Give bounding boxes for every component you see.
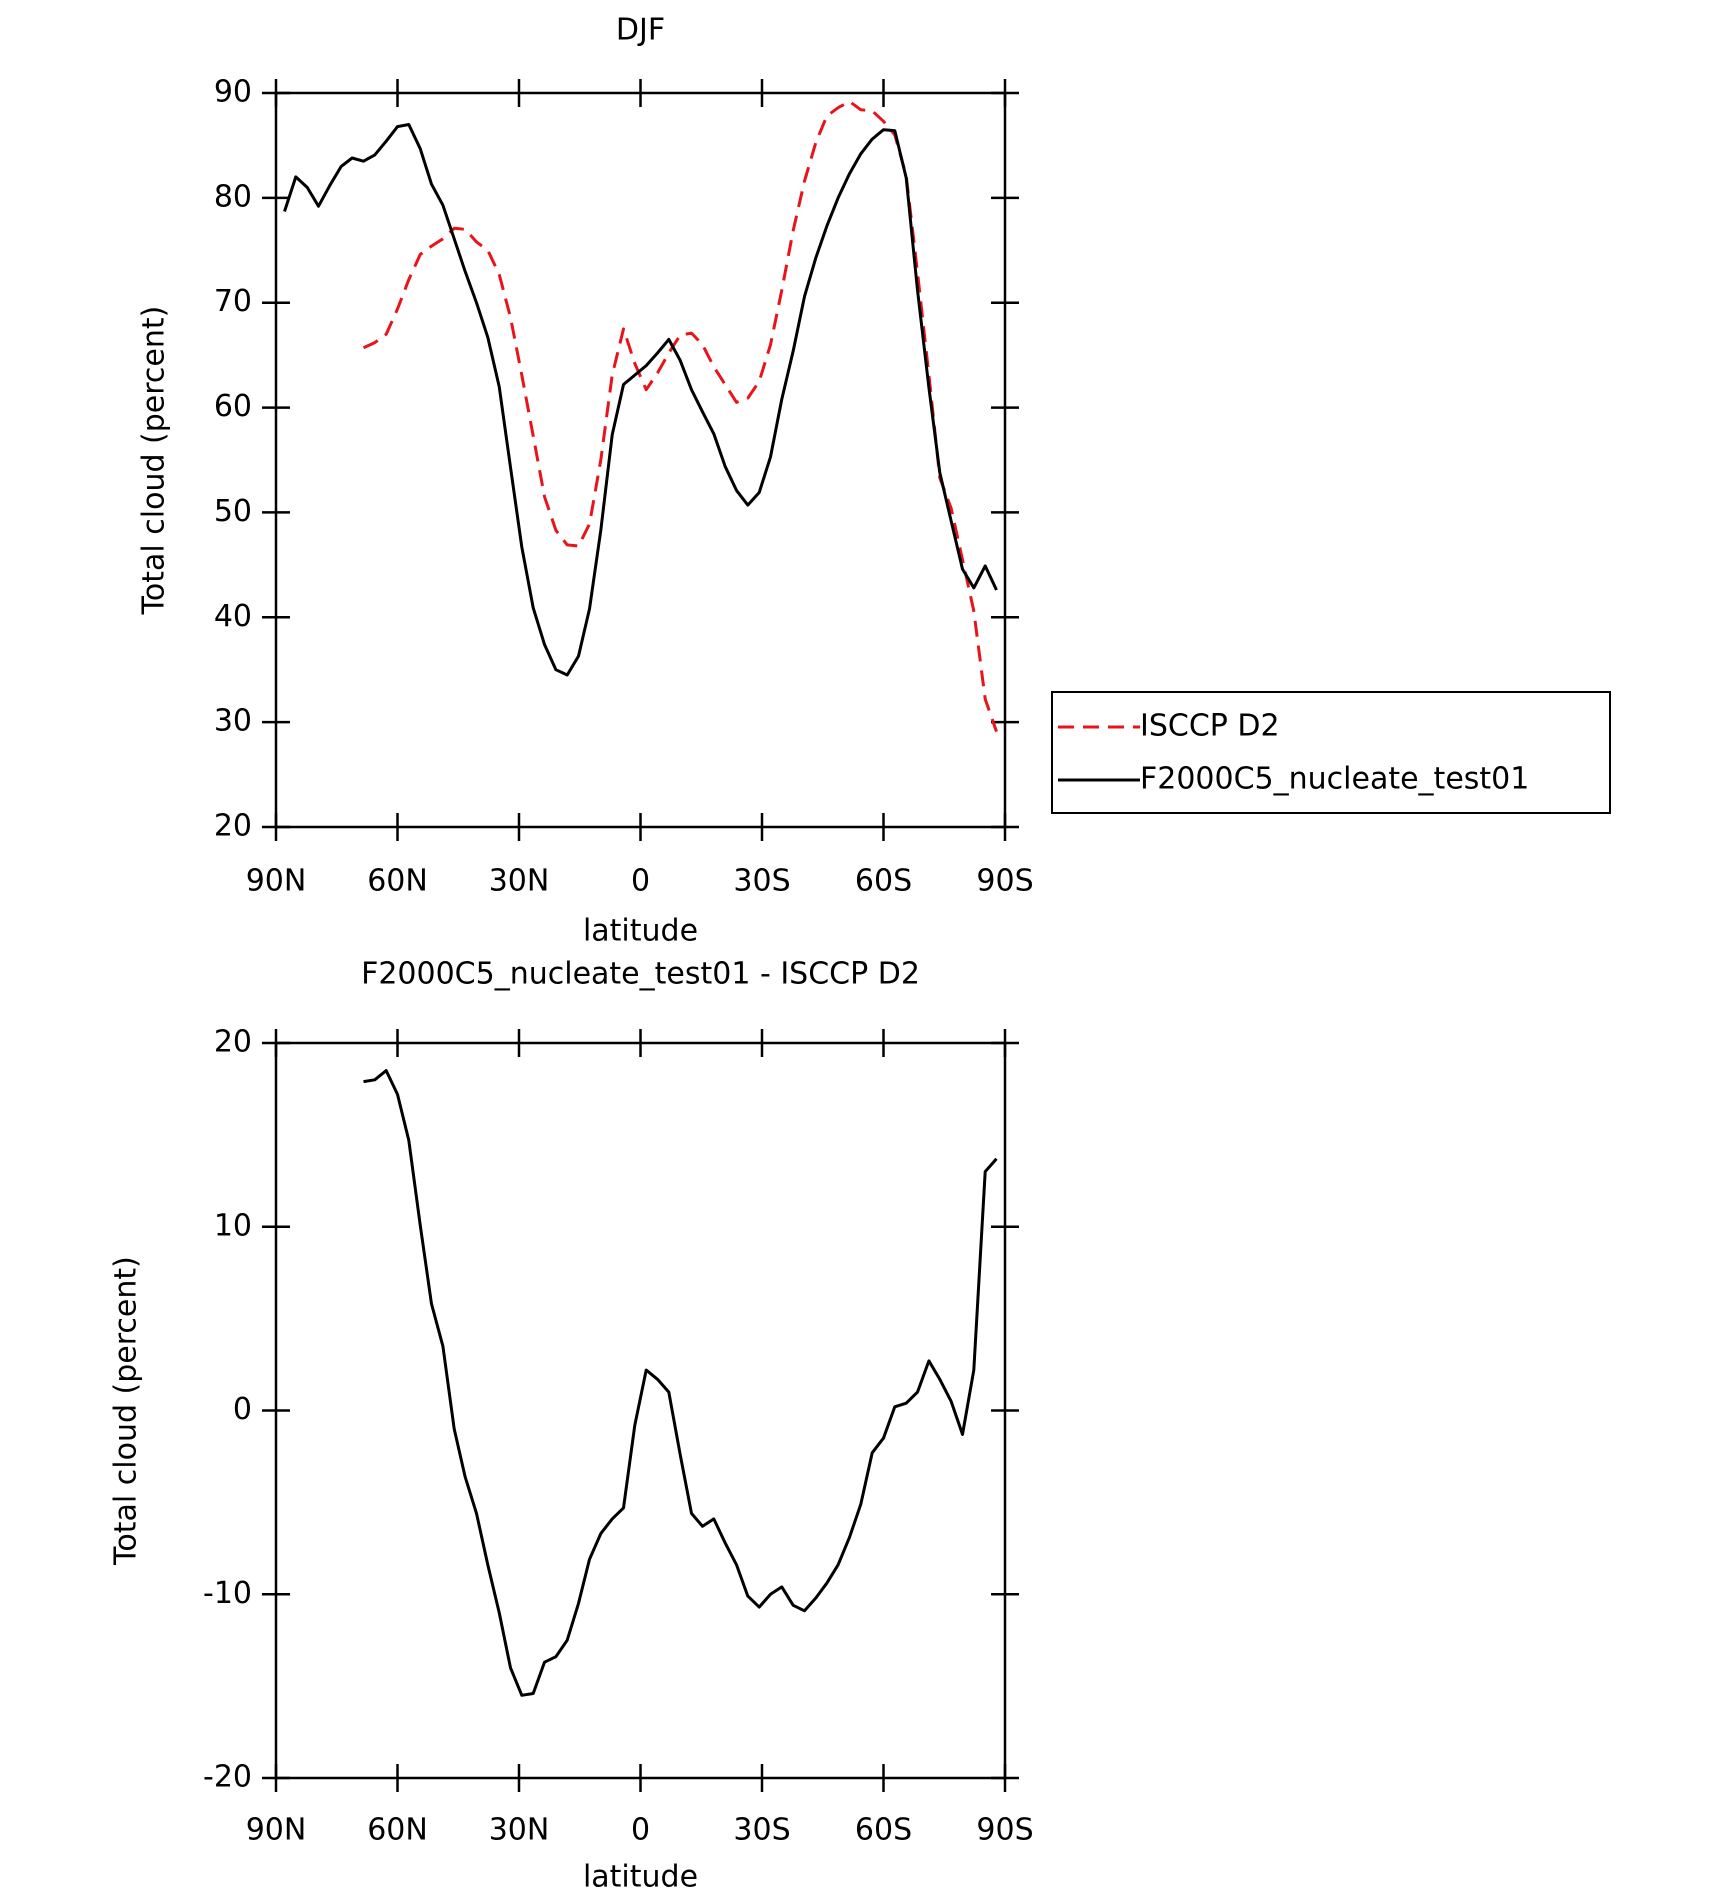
x-tick-label: 30N xyxy=(489,864,550,899)
y-tick-label: 90 xyxy=(214,75,252,110)
x-tick-label: 30S xyxy=(733,1813,790,1848)
chart-title: F2000C5_nucleate_test01 - ISCCP D2 xyxy=(361,957,920,992)
x-tick-label: 60N xyxy=(367,1813,428,1848)
x-tick-label: 30N xyxy=(489,1813,550,1848)
legend-label: ISCCP D2 xyxy=(1140,709,1280,744)
plot-frame xyxy=(274,1041,1007,1780)
y-tick-label: -20 xyxy=(203,1760,252,1795)
series-line xyxy=(283,123,998,677)
y-axis-label: Total cloud (percent) xyxy=(137,306,172,616)
legend-box xyxy=(1051,691,1611,814)
legend-label: F2000C5_nucleate_test01 xyxy=(1140,762,1529,797)
y-tick-label: 20 xyxy=(214,809,252,844)
x-tick-label: 90S xyxy=(976,1813,1033,1848)
y-tick-label: 30 xyxy=(214,704,252,739)
x-tick-label: 30S xyxy=(733,864,790,899)
x-tick-label: 60S xyxy=(855,1813,912,1848)
y-tick-label: 80 xyxy=(214,179,252,214)
x-tick-label: 60S xyxy=(855,864,912,899)
x-tick-label: 60N xyxy=(367,864,428,899)
series-line xyxy=(362,99,998,733)
series-line xyxy=(363,1069,998,1697)
y-tick-label: 0 xyxy=(233,1392,252,1427)
x-tick-label: 90S xyxy=(976,864,1033,899)
chart-title: DJF xyxy=(616,13,665,48)
x-axis-label: latitude xyxy=(583,1860,698,1894)
y-tick-label: 40 xyxy=(214,599,252,634)
y-tick-label: 60 xyxy=(214,389,252,424)
y-tick-label: -10 xyxy=(203,1576,252,1611)
plot-frame xyxy=(274,91,1007,829)
y-tick-label: 10 xyxy=(214,1208,252,1243)
y-axis-label: Total cloud (percent) xyxy=(109,1256,144,1566)
x-tick-label: 0 xyxy=(631,1813,650,1848)
x-tick-label: 0 xyxy=(631,864,650,899)
x-tick-label: 90N xyxy=(246,1813,307,1848)
y-tick-label: 70 xyxy=(214,284,252,319)
y-tick-label: 20 xyxy=(214,1025,252,1060)
x-axis-label: latitude xyxy=(583,914,698,949)
y-tick-label: 50 xyxy=(214,494,252,529)
x-tick-label: 90N xyxy=(246,864,307,899)
